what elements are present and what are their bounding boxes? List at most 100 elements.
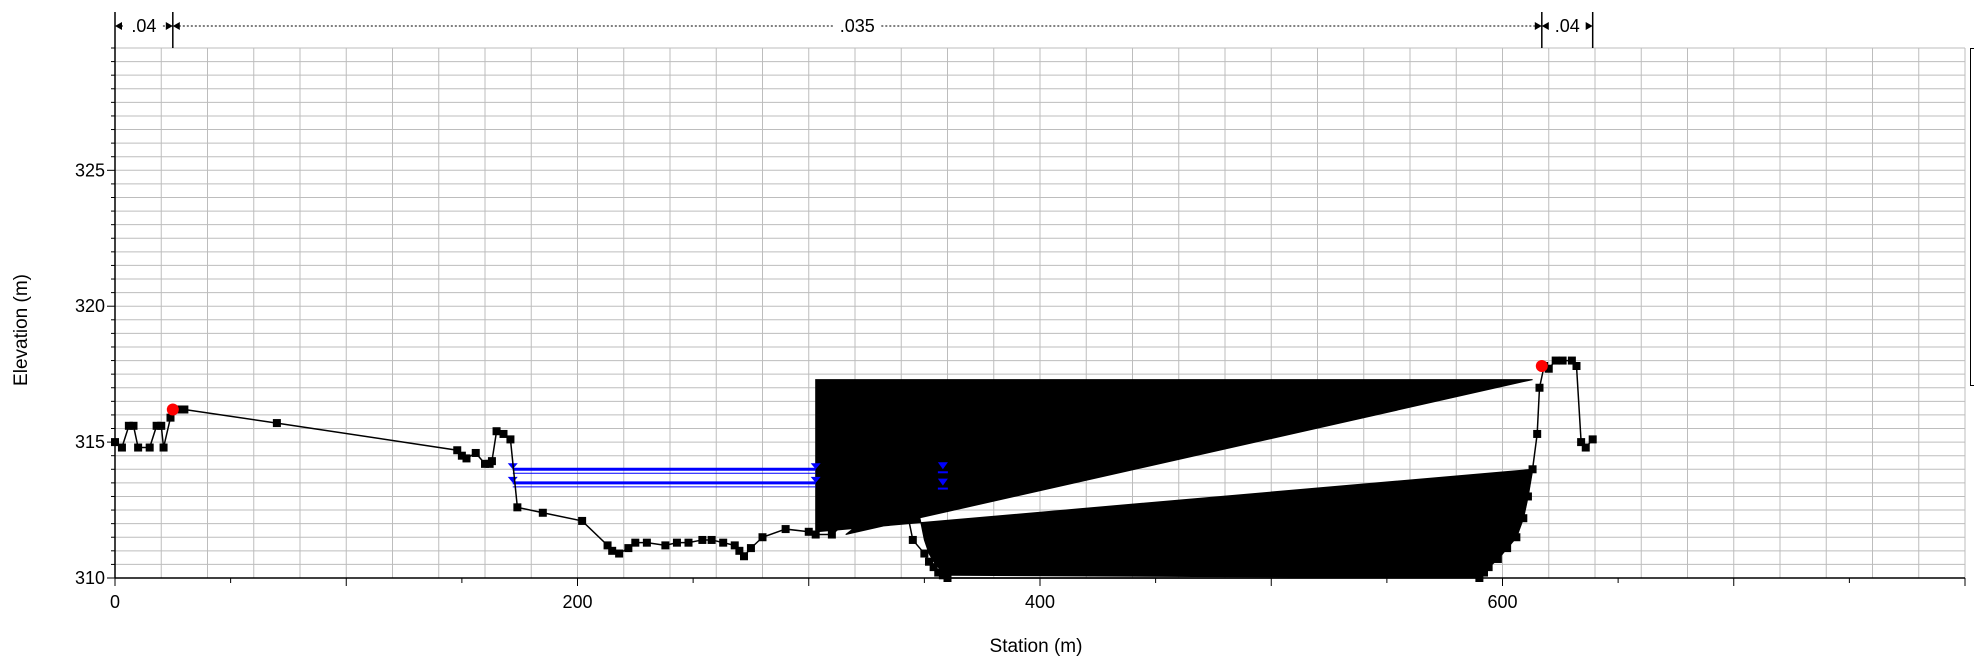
x-tick-label: 0 [110, 592, 120, 612]
ground-point [157, 421, 166, 430]
ground-point [1588, 435, 1597, 444]
manning-n-arrow [1585, 22, 1593, 30]
ground-point [134, 443, 143, 452]
water-surface-marker [507, 476, 518, 483]
manning-n-arrow [1534, 22, 1542, 30]
manning-n-arrow [165, 22, 173, 30]
ground-point [1503, 544, 1512, 553]
ground-point [1523, 492, 1532, 501]
ground-point [862, 478, 871, 487]
tick-labels: 0 200 400 600 310 315 320 325 [75, 160, 1518, 612]
ground-point [684, 538, 693, 547]
ground-point [672, 538, 681, 547]
ground-profile [111, 356, 1597, 582]
ground-point [272, 419, 281, 428]
ground-point [175, 405, 184, 414]
ground-point [1558, 356, 1567, 365]
ground-point [1528, 465, 1537, 474]
manning-n-arrow [172, 22, 180, 30]
ground-point [1493, 554, 1502, 563]
x-tick-label: 400 [1025, 592, 1055, 612]
y-tick-label: 315 [75, 432, 105, 452]
bank-station-point [1535, 360, 1548, 372]
ground-point [740, 552, 748, 561]
ground-point [1551, 356, 1560, 365]
x-tick-label: 200 [562, 592, 592, 612]
manning-n-arrow [115, 22, 122, 30]
water-surface-marker [937, 462, 948, 470]
y-tick-label: 325 [75, 160, 105, 180]
ground-point [603, 541, 612, 550]
ground-point [920, 549, 929, 558]
ground-point [624, 544, 633, 553]
water-surface-marker [937, 478, 948, 486]
ground-point [719, 538, 728, 547]
y-tick-label: 320 [75, 296, 105, 316]
ground-point [471, 448, 480, 457]
manning-n-arrow [1541, 22, 1549, 30]
x-axis-title: Station (m) [990, 636, 1083, 657]
ground-point [117, 443, 126, 452]
ground-point [1519, 514, 1528, 523]
obstruction-polygon [815, 379, 1534, 579]
ground-point [707, 535, 716, 544]
ground-point [1581, 443, 1590, 452]
ground-point [513, 503, 522, 512]
manning-n-label: .035 [840, 16, 875, 36]
grid-lines [114, 47, 1966, 579]
ground-point [145, 443, 154, 452]
ground-point [124, 421, 133, 430]
ground-point [758, 533, 767, 542]
ground-point [811, 530, 820, 539]
ground-point [1512, 533, 1521, 542]
ground-point [631, 538, 640, 547]
x-tick-label: 600 [1487, 592, 1517, 612]
y-axis-title: Elevation (m) [11, 274, 32, 386]
ground-point [538, 508, 547, 517]
ground-point [1567, 356, 1576, 365]
ground-point [166, 413, 175, 422]
ground-point [874, 443, 883, 452]
water-surface-marker [810, 476, 821, 483]
ground-point [735, 546, 744, 555]
ground-point [897, 478, 906, 487]
ground-point [180, 405, 189, 414]
ground-point [1533, 429, 1542, 438]
ground-point [481, 459, 489, 468]
ground-point [1480, 568, 1488, 577]
ground-point [846, 514, 855, 523]
water-surface-lines [507, 462, 948, 490]
ground-point [746, 544, 755, 553]
ground-point [925, 557, 933, 566]
ground-point [642, 538, 651, 547]
legend-box-edge [1970, 48, 1974, 386]
ground-point [1535, 383, 1544, 392]
ground-point [885, 438, 894, 447]
ineffective-obstruction-area [815, 379, 1534, 579]
water-surface-marker [810, 463, 821, 470]
ground-point [1572, 362, 1581, 370]
manning-n-label: .04 [1555, 16, 1580, 36]
ground-point [462, 454, 471, 463]
ground-point [804, 527, 813, 536]
ground-point [129, 421, 138, 430]
ground-point [1577, 438, 1586, 447]
ground-point [615, 549, 624, 558]
ground-point [661, 541, 670, 550]
y-tick-label: 310 [75, 568, 105, 588]
axes [107, 47, 1966, 586]
ground-point [781, 525, 790, 534]
ground-point [827, 530, 836, 539]
ground-point [934, 568, 943, 577]
manning-n-label: .04 [131, 16, 156, 36]
ground-point [1544, 364, 1553, 373]
ground-point [457, 451, 466, 460]
ground-point [1484, 563, 1493, 572]
ground-point [608, 546, 617, 555]
ground-point [506, 435, 515, 444]
ground-point [159, 443, 168, 452]
ground-point [698, 535, 707, 544]
ground-point [938, 571, 947, 580]
ground-point [908, 535, 917, 544]
